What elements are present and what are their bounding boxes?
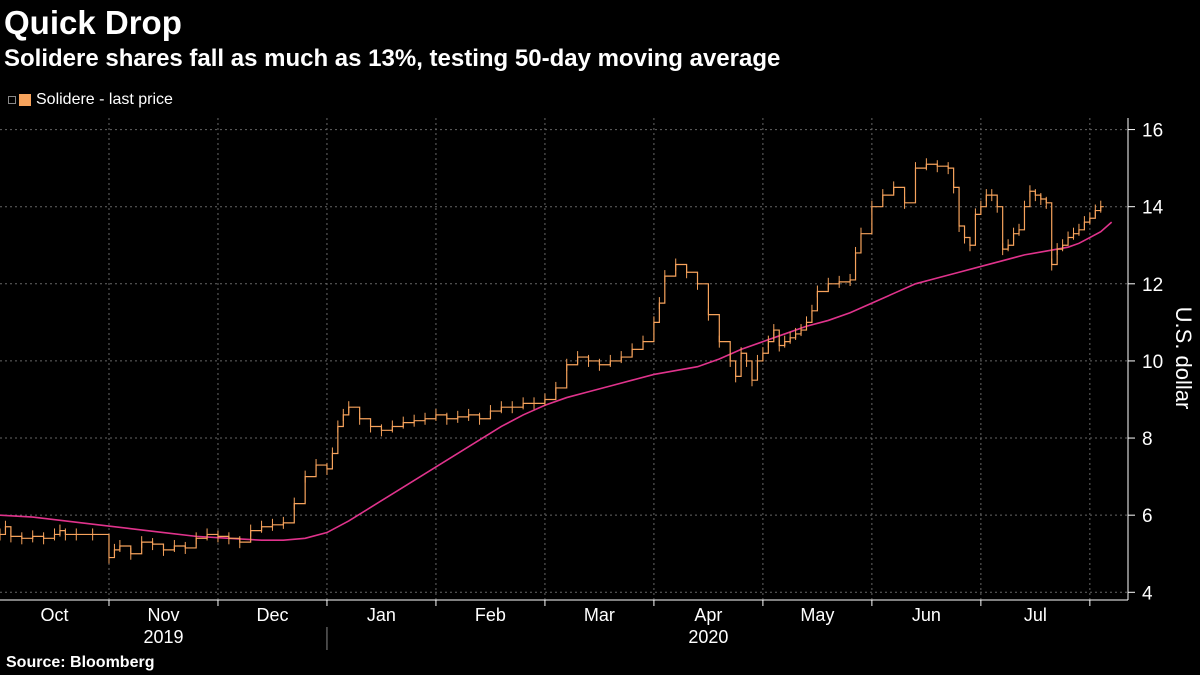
source-note: Source: Bloomberg	[6, 654, 155, 671]
legend[interactable]: Solidere - last price	[8, 90, 173, 110]
x-tick-label: May	[800, 605, 834, 625]
legend-swatch	[19, 94, 31, 106]
x-tick-label: Mar	[584, 605, 615, 625]
chart-title: Quick Drop	[4, 4, 182, 41]
legend-toggle-icon[interactable]	[8, 96, 16, 104]
y-tick-label: 6	[1142, 506, 1153, 527]
x-tick-label: Jan	[367, 605, 396, 625]
y-tick-label: 14	[1142, 198, 1164, 219]
x-tick-label: Feb	[475, 605, 506, 625]
moving-average-line	[0, 221, 1113, 542]
grid	[0, 118, 1128, 600]
y-tick-label: 4	[1142, 583, 1153, 604]
y-tick-label: 10	[1142, 352, 1163, 373]
price-series	[0, 158, 1104, 564]
moving-average-series	[0, 221, 1113, 542]
y-tick-label: 12	[1142, 275, 1163, 296]
y-tick-label: 8	[1142, 429, 1153, 450]
legend-label: Solidere - last price	[36, 91, 173, 108]
chart-subtitle: Solidere shares fall as much as 13%, tes…	[4, 45, 781, 72]
y-axis-title: U.S. dollar	[1171, 307, 1196, 410]
axis-labels: 4 6 8 10 12 14 16 Oct Nov Dec Jan Feb Mar Apr May Jun Ju…	[40, 121, 1196, 647]
year-label: 2020	[688, 627, 728, 647]
y-tick-label: 16	[1142, 121, 1163, 142]
x-tick-label: Jun	[912, 605, 941, 625]
x-tick-label: Dec	[256, 605, 288, 625]
x-tick-label: Oct	[40, 605, 68, 625]
x-tick-label: Jul	[1024, 605, 1047, 625]
x-tick-label: Nov	[147, 605, 179, 625]
x-tick-label: Apr	[694, 605, 722, 625]
year-label: 2019	[143, 627, 183, 647]
axes	[0, 118, 1135, 650]
